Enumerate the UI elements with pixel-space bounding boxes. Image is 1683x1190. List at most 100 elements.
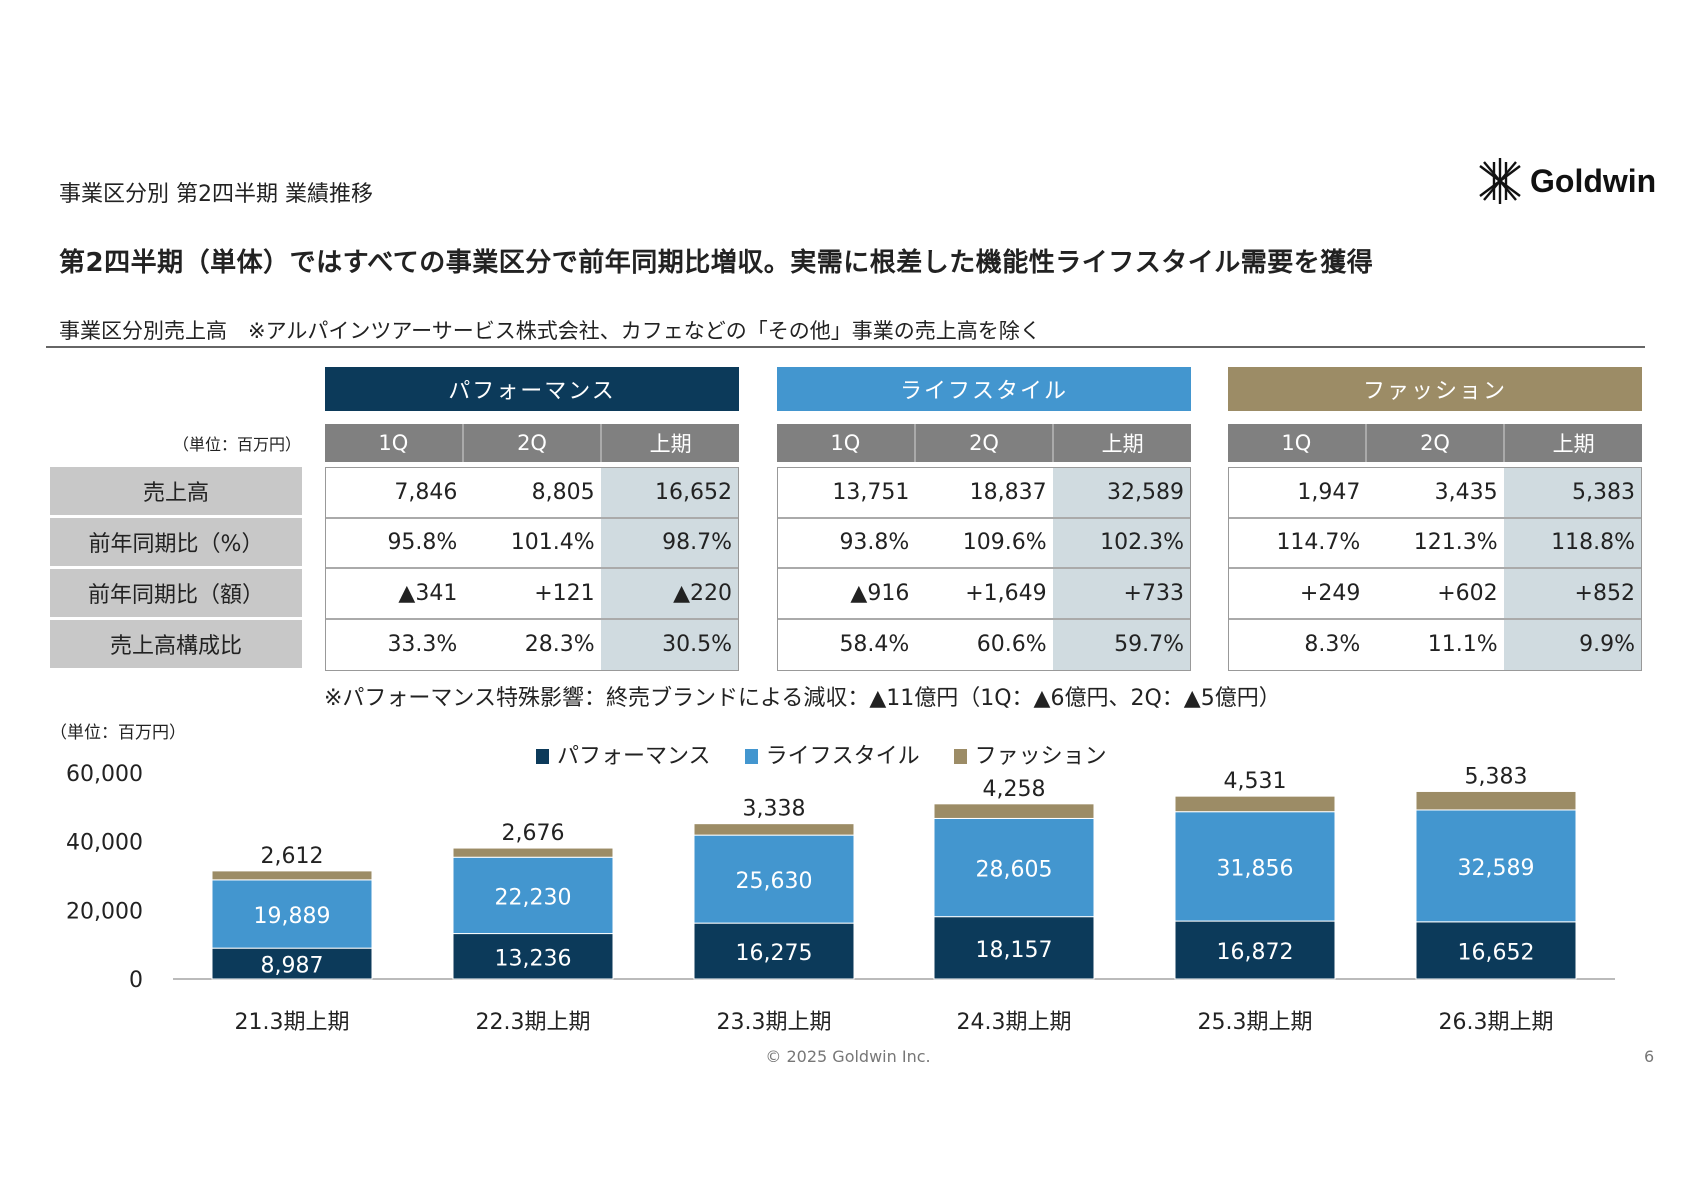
table-cell: 93.8% — [839, 530, 910, 556]
table-note: ※パフォーマンス特殊影響：終売ブランドによる減収：▲11億円（1Q：▲6億円、2… — [324, 686, 1281, 711]
bar-segment — [211, 947, 373, 980]
x-tick-label: 25.3期上期 — [1198, 1010, 1313, 1035]
bar-segment — [693, 922, 855, 980]
x-tick-label: 21.3期上期 — [235, 1010, 350, 1035]
data-label: 32,589 — [1458, 856, 1535, 881]
goldwin-logo: Goldwin — [1476, 156, 1656, 206]
table-cell: 58.4% — [839, 632, 910, 658]
bar-segment — [1174, 811, 1336, 922]
table-cell: 3,435 — [1434, 479, 1498, 505]
column-header: 2Q — [464, 424, 603, 462]
bar-segment — [1415, 790, 1577, 811]
table-cell: 109.6% — [962, 530, 1047, 556]
table-row: 58.4% 60.6% 59.7% — [778, 619, 1190, 670]
data-label: 5,383 — [1465, 764, 1528, 789]
table-cell: 28.3% — [524, 632, 595, 658]
bar-segment — [452, 933, 614, 980]
bar-segment — [452, 856, 614, 935]
y-tick-label: 0 — [129, 968, 143, 993]
data-label: 13,236 — [495, 946, 572, 971]
table-cell: 60.6% — [976, 632, 1047, 658]
column-header: 1Q — [777, 424, 916, 462]
bar-segment — [933, 817, 1095, 918]
column-headers: 1Q 2Q 上期 — [1228, 424, 1642, 462]
x-tick-label: 26.3期上期 — [1439, 1010, 1554, 1035]
divider — [46, 346, 1645, 348]
chart-unit-label: （単位：百万円） — [50, 723, 186, 743]
table-row: 13,751 18,837 32,589 — [778, 468, 1190, 519]
table-cell: +602 — [1437, 580, 1498, 606]
table-cell: 114.7% — [1276, 530, 1361, 556]
table-row: ▲916 +1,649 +733 — [778, 569, 1190, 620]
table-cell: ▲220 — [600, 569, 738, 618]
legend-label: ファッション — [974, 744, 1107, 769]
bar-segment — [933, 916, 1095, 980]
column-headers: 1Q 2Q 上期 — [325, 424, 739, 462]
table-unit-label: （単位：百万円） — [173, 435, 302, 454]
copyright: © 2025 Goldwin Inc. — [765, 1047, 931, 1066]
table-cell: 8,805 — [531, 479, 595, 505]
bar-segment — [1174, 920, 1336, 980]
bar-segment — [452, 847, 614, 858]
table-cell: 1,947 — [1297, 479, 1361, 505]
legend-item: ライフスタイル — [744, 738, 920, 770]
column-header: 上期 — [1101, 432, 1144, 456]
table-cell: 18,837 — [969, 479, 1047, 505]
chart-legend: パフォーマンス ライフスタイル ファッション — [536, 738, 1107, 770]
table-row: 33.3% 28.3% 30.5% — [326, 619, 738, 670]
table-cell: ▲916 — [850, 580, 910, 606]
column-header: 1Q — [1228, 424, 1367, 462]
table-cell: 16,652 — [600, 468, 738, 517]
legend-item: パフォーマンス — [536, 738, 711, 770]
table-cell: 9.9% — [1503, 619, 1641, 670]
data-label: 16,275 — [736, 941, 813, 966]
bar-segment — [1415, 809, 1577, 923]
table-row: 7,846 8,805 16,652 — [326, 468, 738, 519]
y-tick-label: 40,000 — [66, 831, 143, 856]
data-label: 31,856 — [1217, 856, 1294, 881]
table-row: 1,947 3,435 5,383 — [1229, 468, 1641, 519]
table-cell: 7,846 — [394, 479, 458, 505]
data-label: 16,872 — [1217, 940, 1294, 965]
y-tick-label: 20,000 — [66, 899, 143, 924]
table-cell: 121.3% — [1413, 530, 1498, 556]
table-cell: 118.8% — [1503, 518, 1641, 567]
data-label: 16,652 — [1458, 940, 1535, 965]
segment-table: パフォーマンス 1Q 2Q 上期 7,846 8,805 16,652 95.8% 101.4%… — [325, 367, 739, 671]
table-cell: 8.3% — [1304, 632, 1361, 658]
table-cell: +733 — [1052, 569, 1190, 618]
y-tick-label: 60,000 — [66, 762, 143, 787]
table-cell: 102.3% — [1052, 518, 1190, 567]
legend-swatch — [953, 749, 967, 764]
data-label: 4,258 — [983, 777, 1046, 802]
data-label: 25,630 — [736, 869, 813, 894]
table-cell: 5,383 — [1503, 468, 1641, 517]
bar-segment — [933, 803, 1095, 819]
table-row: +249 +602 +852 — [1229, 569, 1641, 620]
table-cell: 101.4% — [510, 530, 595, 556]
legend-item: ファッション — [953, 738, 1107, 770]
legend-swatch — [744, 749, 758, 764]
data-label: 28,605 — [976, 858, 1053, 883]
segment-table: ファッション 1Q 2Q 上期 1,947 3,435 5,383 114.7% 121.3% 1… — [1228, 367, 1642, 671]
table-row: 8.3% 11.1% 9.9% — [1229, 619, 1641, 670]
headline: 第2四半期（単体）ではすべての事業区分で前年同期比増収。実需に根差した機能性ライ… — [59, 248, 1374, 278]
data-label: 3,338 — [743, 797, 806, 822]
bar-segment — [693, 834, 855, 924]
column-headers: 1Q 2Q 上期 — [777, 424, 1191, 462]
table-cell: +121 — [534, 580, 595, 606]
table-row: 114.7% 121.3% 118.8% — [1229, 518, 1641, 569]
section-title: 事業区分別 第2四半期 業績推移 — [59, 182, 373, 207]
table-cell: +852 — [1503, 569, 1641, 618]
bar-segment — [693, 823, 855, 836]
table-cell: 59.7% — [1052, 619, 1190, 670]
legend-swatch — [536, 749, 549, 764]
segment-header: ファッション — [1228, 367, 1642, 411]
goldwin-mark-icon — [1479, 158, 1521, 204]
legend-label: ライフスタイル — [765, 744, 920, 769]
bar-segment — [1174, 795, 1336, 813]
data-label: 18,157 — [976, 938, 1053, 963]
segment-header: パフォーマンス — [325, 367, 739, 411]
table-row: ▲341 +121 ▲220 — [326, 569, 738, 620]
table-cell: +1,649 — [965, 580, 1047, 606]
